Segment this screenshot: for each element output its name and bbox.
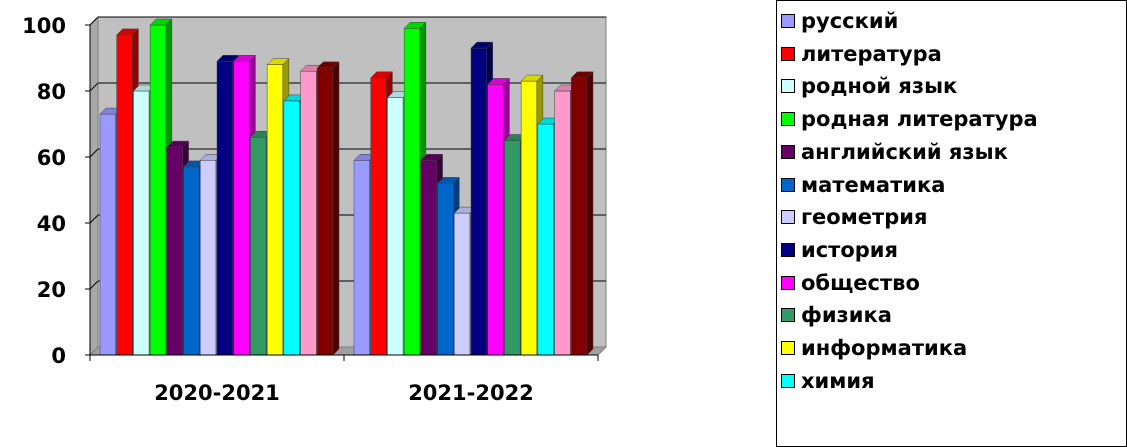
bar-front (99, 113, 116, 356)
legend-label: история (801, 237, 898, 262)
x-tick-label: 2020-2021 (154, 381, 280, 405)
legend-item: родной язык (781, 70, 957, 102)
legend-label: информатика (801, 336, 968, 360)
legend-swatch (781, 144, 795, 159)
legend-swatch (781, 177, 795, 192)
legend-item: общество (781, 267, 920, 299)
legend-label: общество (801, 270, 920, 295)
y-tick-label: 100 (22, 14, 66, 38)
legend-label: математика (801, 172, 946, 197)
bar-front (370, 77, 387, 356)
bar-front (571, 77, 588, 356)
legend-item: геометрия (781, 201, 927, 233)
legend-item: физика (781, 299, 892, 331)
legend-item: информатика (781, 332, 967, 364)
plot-side-wall (89, 15, 99, 357)
x-tick-label: 2021-2022 (408, 381, 534, 405)
bar-side (332, 61, 340, 356)
legend-swatch (781, 14, 795, 28)
legend-label: химия (801, 368, 875, 393)
legend-swatch (781, 79, 795, 94)
legend-item: история (781, 234, 898, 266)
axes: 0 20 40 60 80 100 2020-2021 2021-2022 (22, 14, 599, 405)
gridline-side (89, 82, 99, 92)
legend-swatch (781, 210, 795, 225)
bar-front (283, 100, 300, 356)
legend-swatch (781, 341, 795, 355)
bar-front (133, 90, 150, 356)
legend-swatch (781, 112, 795, 127)
legend-item: английский язык (781, 136, 1008, 168)
bar-front (300, 70, 317, 356)
legend-label: геометрия (801, 205, 928, 230)
legend-item: литература (781, 38, 942, 70)
bar-front (149, 24, 167, 356)
bar-front (216, 61, 233, 356)
legend-item: русский (781, 5, 898, 37)
y-tick-label: 60 (37, 146, 66, 170)
bar-front (166, 146, 183, 356)
legend-item: математика (781, 169, 945, 201)
bar-front (504, 140, 521, 356)
bar-front (520, 80, 538, 356)
bar-side (586, 71, 594, 356)
bar-front (250, 136, 267, 356)
gridline-side (89, 280, 99, 290)
y-tick-label: 20 (37, 278, 66, 302)
bar-front (266, 64, 284, 356)
legend-swatch (781, 275, 795, 290)
bar-front (387, 97, 404, 356)
bar-front (200, 160, 217, 356)
bar-front (420, 160, 437, 356)
bar-front (183, 166, 200, 356)
legend-label: физика (801, 303, 892, 328)
bar-4-2020-2021 (149, 18, 173, 356)
legend-label: английский язык (801, 139, 1008, 164)
legend-label: родной язык (801, 74, 958, 99)
bar-chart: 0 20 40 60 80 100 2020-2021 2021-2022 (22, 14, 608, 405)
bar-front (317, 67, 334, 356)
legend-item: химия (781, 365, 875, 397)
bar-front (487, 84, 504, 356)
bar-front (537, 123, 554, 356)
y-tick-label: 80 (37, 80, 66, 104)
bar-14-2021-2022 (570, 71, 594, 356)
bar-front (437, 183, 454, 356)
bar-14-2020-2021 (316, 61, 340, 356)
bar-front (353, 160, 370, 356)
legend: русский литература родной язык родная литер… (776, 0, 1127, 447)
bar-front (116, 34, 133, 356)
y-tick-label: 40 (37, 212, 66, 236)
legend-item: родная литература (781, 103, 1038, 135)
bars (99, 18, 594, 356)
legend-swatch (781, 308, 795, 323)
bar-front (233, 61, 250, 356)
bar-front (454, 212, 471, 356)
legend-label: русский (801, 9, 899, 33)
gridline-side (89, 148, 99, 158)
gridline-side (89, 214, 99, 224)
legend-swatch (781, 242, 795, 257)
legend-swatch (781, 373, 795, 388)
legend-swatch (781, 46, 795, 61)
legend-label: литература (801, 41, 942, 66)
gridline-side (89, 16, 99, 26)
y-tick-label: 0 (51, 344, 66, 368)
bar-front (403, 28, 421, 356)
legend-label: родная литература (801, 107, 1038, 132)
bar-front (554, 90, 571, 356)
bar-front (470, 47, 487, 356)
